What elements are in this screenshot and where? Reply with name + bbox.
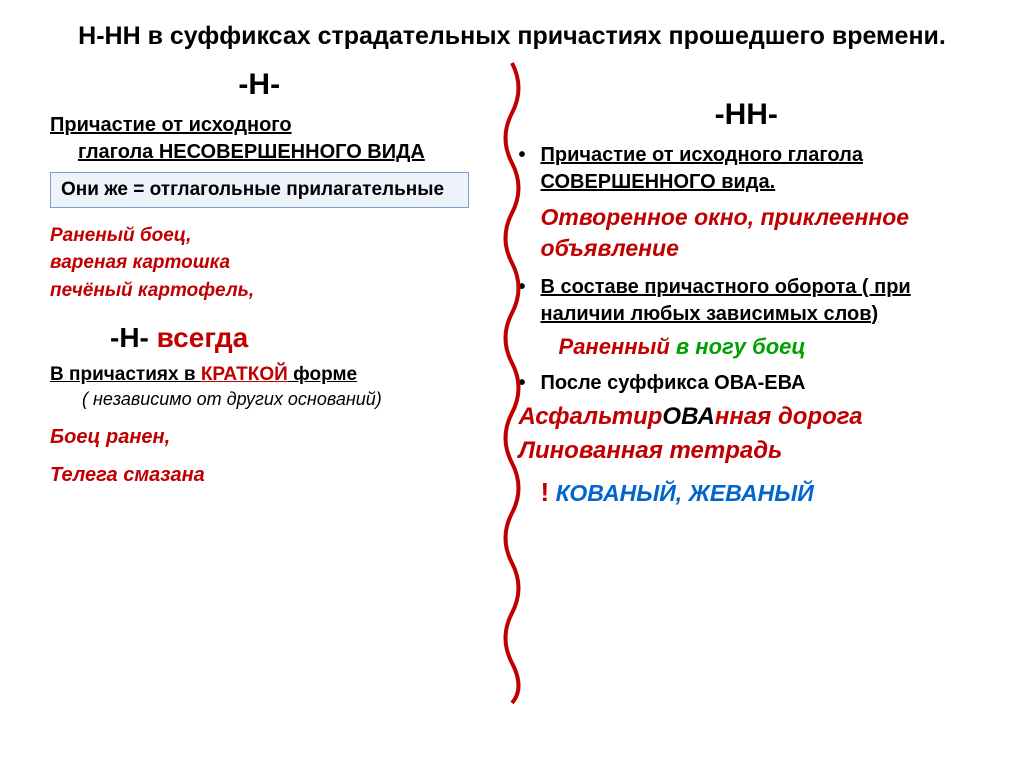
rule-imperfective: Причастие от исходного глагола НЕСОВЕРШЕ… — [50, 112, 469, 166]
example-left-2: вареная картошка — [50, 249, 469, 277]
b3-text: После суффикса ОВА-ЕВА — [541, 372, 806, 394]
ex2-green: в ногу боец — [670, 334, 806, 359]
callout-box: Они же = отглагольные прилагательные — [50, 172, 469, 208]
always-part: всегда — [157, 322, 249, 353]
bullet-ova-eva: • После суффикса ОВА-ЕВА — [519, 370, 974, 397]
b1-b: СОВЕРШЕННОГО вида. — [541, 171, 776, 193]
asf-pre: Асфальтир — [519, 403, 663, 430]
bullet-perfective: • Причастие от исходного глагола СОВЕРШЕ… — [519, 142, 974, 196]
ex2-red: Раненный — [559, 334, 670, 359]
right-header: -НН- — [519, 98, 974, 132]
example-linovan: Линованная тетрадь — [519, 437, 974, 465]
rule1-line2: глагола НЕСОВЕРШЕННОГО ВИДА — [50, 139, 425, 166]
b2-a: В составе причастного оборота ( при нали… — [541, 276, 911, 325]
example-right-1: Отворенное окно, приклеенное объявление — [519, 202, 974, 264]
example-asfalt: АсфальтирОВАнная дорога — [519, 403, 974, 431]
rule2-b: форме — [288, 364, 357, 385]
asf-ova: ОВА — [662, 403, 714, 430]
wavy-divider — [497, 63, 527, 703]
example-left-5: Телега смазана — [50, 461, 469, 489]
right-column: -НН- • Причастие от исходного глагола СО… — [494, 63, 974, 508]
exception-line: ! КОВАНЫЙ, ЖЕВАНЫЙ — [519, 477, 974, 508]
asf-post: нная дорога — [715, 403, 863, 430]
excl-text: КОВАНЫЙ, ЖЕВАНЫЙ — [549, 480, 814, 506]
rule2-paren: ( независимо от других оснований) — [50, 388, 469, 411]
example-left-3: печёный картофель, — [50, 277, 469, 305]
rule2-kr: КРАТКОЙ — [201, 364, 288, 385]
example-right-2: Раненный в ногу боец — [519, 334, 974, 360]
rule-short-form: В причастиях в КРАТКОЙ форме — [50, 362, 469, 388]
content-columns: -Н- Причастие от исходного глагола НЕСОВ… — [0, 63, 1024, 508]
n-part: -Н- — [110, 322, 149, 353]
left-column: -Н- Причастие от исходного глагола НЕСОВ… — [50, 63, 494, 508]
excl-mark: ! — [541, 477, 550, 507]
page-title: Н-НН в суффиксах страдательных причастия… — [0, 0, 1024, 63]
example-left-4: Боец ранен, — [50, 423, 469, 451]
rule2-a: В причастиях в — [50, 364, 201, 385]
b1-a: Причастие от исходного глагола — [541, 144, 863, 166]
n-always-header: -Н- всегда — [50, 322, 469, 354]
rule1-line1: Причастие от исходного — [50, 114, 292, 136]
example-left-1: Раненый боец, — [50, 222, 469, 250]
bullet-participial: • В составе причастного оборота ( при на… — [519, 274, 974, 328]
left-header: -Н- — [50, 68, 469, 102]
